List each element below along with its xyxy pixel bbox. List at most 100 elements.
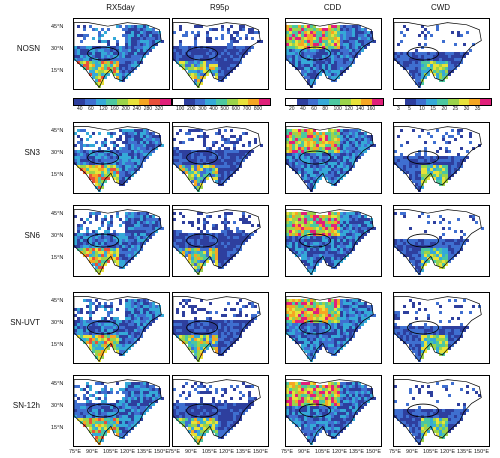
grid-cell xyxy=(113,257,116,260)
grid-cell xyxy=(400,332,403,335)
grid-cell xyxy=(158,218,161,221)
grid-cell xyxy=(134,215,137,218)
grid-cell xyxy=(328,168,331,171)
grid-cell xyxy=(352,28,355,31)
grid-cell xyxy=(472,215,475,218)
grid-cell xyxy=(227,347,230,350)
grid-cell xyxy=(343,314,346,317)
grid-cell xyxy=(203,263,206,266)
grid-cell xyxy=(209,320,212,323)
grid-cell xyxy=(182,329,185,332)
grid-cell xyxy=(331,242,334,245)
grid-cell xyxy=(200,326,203,329)
grid-cell xyxy=(424,245,427,248)
grid-cell xyxy=(215,165,218,168)
grid-cell xyxy=(218,215,221,218)
grid-cell xyxy=(137,233,140,236)
grid-cell xyxy=(254,31,257,34)
grid-cell xyxy=(313,141,316,144)
grid-cell xyxy=(343,58,346,61)
grid-cell xyxy=(361,135,364,138)
grid-cell xyxy=(110,165,113,168)
grid-cell xyxy=(236,227,239,230)
grid-cell xyxy=(418,64,421,67)
grid-cell xyxy=(92,150,95,153)
grid-cell xyxy=(421,82,424,85)
grid-cell xyxy=(331,31,334,34)
grid-cell xyxy=(343,43,346,46)
grid-cell xyxy=(137,40,140,43)
grid-cell xyxy=(451,61,454,64)
grid-cell xyxy=(340,239,343,242)
grid-cell xyxy=(361,218,364,221)
grid-cell xyxy=(418,269,421,272)
grid-cell xyxy=(361,236,364,239)
grid-cell xyxy=(149,37,152,40)
grid-cell xyxy=(95,350,98,353)
grid-cell xyxy=(206,215,209,218)
grid-cell xyxy=(143,242,146,245)
grid-cell xyxy=(313,248,316,251)
grid-cell xyxy=(191,52,194,55)
grid-cell xyxy=(92,251,95,254)
grid-cell xyxy=(191,70,194,73)
grid-cell xyxy=(110,64,113,67)
grid-cell xyxy=(176,150,179,153)
grid-cell xyxy=(292,314,295,317)
grid-cell xyxy=(445,245,448,248)
grid-cell xyxy=(394,245,397,248)
grid-cell xyxy=(301,230,304,233)
grid-cell xyxy=(457,55,460,58)
grid-cell xyxy=(125,73,128,76)
grid-cell xyxy=(107,323,110,326)
grid-cell xyxy=(421,156,424,159)
grid-cell xyxy=(331,233,334,236)
grid-cell xyxy=(80,40,83,43)
grid-cell xyxy=(200,150,203,153)
grid-cell xyxy=(179,58,182,61)
grid-cell xyxy=(307,171,310,174)
grid-cell xyxy=(110,239,113,242)
grid-cell xyxy=(301,58,304,61)
grid-cell xyxy=(343,141,346,144)
grid-cell xyxy=(313,147,316,150)
grid-cell xyxy=(80,218,83,221)
grid-cell xyxy=(227,67,230,70)
grid-cell xyxy=(152,311,155,314)
grid-cell xyxy=(472,43,475,46)
grid-cell xyxy=(358,43,361,46)
grid-cell xyxy=(131,153,134,156)
grid-cell xyxy=(286,302,289,305)
grid-cell xyxy=(239,52,242,55)
grid-cell xyxy=(436,171,439,174)
lat-tick-label: 45°N xyxy=(51,128,64,134)
grid-cell xyxy=(349,40,352,43)
grid-cell xyxy=(427,31,430,34)
grid-cell xyxy=(346,218,349,221)
grid-cell xyxy=(328,245,331,248)
grid-cell xyxy=(313,37,316,40)
map-panel xyxy=(285,18,382,90)
grid-cell xyxy=(448,67,451,70)
grid-cell xyxy=(394,242,397,245)
grid-cell xyxy=(337,162,340,165)
grid-cell xyxy=(313,269,316,272)
grid-cell xyxy=(466,31,469,34)
grid-cell xyxy=(191,311,194,314)
grid-cell xyxy=(355,150,358,153)
grid-cell xyxy=(95,174,98,177)
grid-cell xyxy=(409,156,412,159)
grid-cell xyxy=(218,335,221,338)
grid-cell xyxy=(251,233,254,236)
grid-cell xyxy=(107,55,110,58)
grid-cell xyxy=(292,227,295,230)
grid-cell xyxy=(301,28,304,31)
grid-cell xyxy=(224,320,227,323)
grid-cell xyxy=(188,344,191,347)
grid-cell xyxy=(77,323,80,326)
grid-cell xyxy=(77,61,80,64)
row-label: NOSN xyxy=(16,44,40,53)
grid-cell xyxy=(113,174,116,177)
grid-cell xyxy=(215,257,218,260)
grid-cell xyxy=(337,37,340,40)
